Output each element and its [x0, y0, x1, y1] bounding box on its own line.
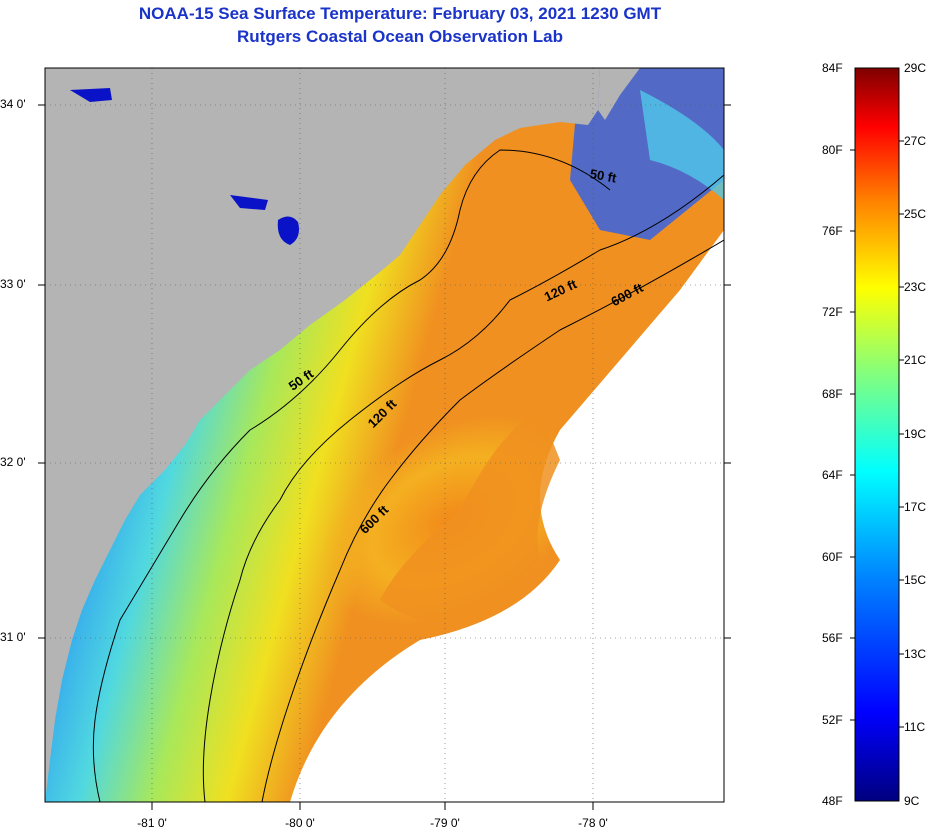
colorbar-c-17: 17C: [904, 500, 927, 514]
colorbar-f-64: 64F: [822, 468, 843, 482]
colorbar-f-60: 60F: [822, 550, 843, 564]
colorbar-c-19: 19C: [904, 427, 927, 441]
colorbar-f-68: 68F: [822, 387, 843, 401]
colorbar-c-23: 23C: [904, 280, 927, 294]
colorbar-c-15: 15C: [904, 573, 927, 587]
isobath-50ft: [92, 149, 611, 802]
colorbar-f-84: 84F: [822, 61, 843, 75]
isobath-600ft: [261, 239, 724, 802]
colorbar-c-9: 9C: [904, 794, 920, 808]
lat-label-32: 32 0': [0, 455, 26, 469]
lon-label-79: -79 0': [430, 816, 460, 830]
colorbar-c-11: 11C: [904, 720, 926, 734]
isobath-120ft: [202, 174, 724, 802]
colorbar-f-56: 56F: [822, 631, 843, 645]
lon-label-80: -80 0': [285, 816, 315, 830]
colorbar: [854, 67, 900, 802]
colorbar-c-13: 13C: [904, 647, 927, 661]
lon-label-78: -78 0': [578, 816, 608, 830]
colorbar-c-27: 27C: [904, 134, 927, 148]
colorbar-f-80: 80F: [822, 143, 843, 157]
colorbar-f-76: 76F: [822, 224, 843, 238]
lat-label-33: 33 0': [0, 277, 26, 291]
cloud-cover: [290, 230, 724, 802]
map-title: NOAA-15 Sea Surface Temperature: Februar…: [138, 4, 662, 23]
colorbar-f-48: 48F: [822, 794, 843, 808]
colorbar-c-25: 25C: [904, 207, 927, 221]
colorbar-c-29: 29C: [904, 61, 927, 75]
map-subtitle: Rutgers Coastal Ocean Observation Lab: [237, 27, 563, 46]
lat-label-31: 31 0': [0, 630, 26, 644]
colorbar-f-52: 52F: [822, 713, 843, 727]
colorbar-f-72: 72F: [822, 305, 843, 319]
lon-label-81: -81 0': [137, 816, 167, 830]
colorbar-c-21: 21C: [904, 353, 927, 367]
lat-label-34: 34 0': [0, 97, 26, 111]
land: [45, 68, 600, 802]
